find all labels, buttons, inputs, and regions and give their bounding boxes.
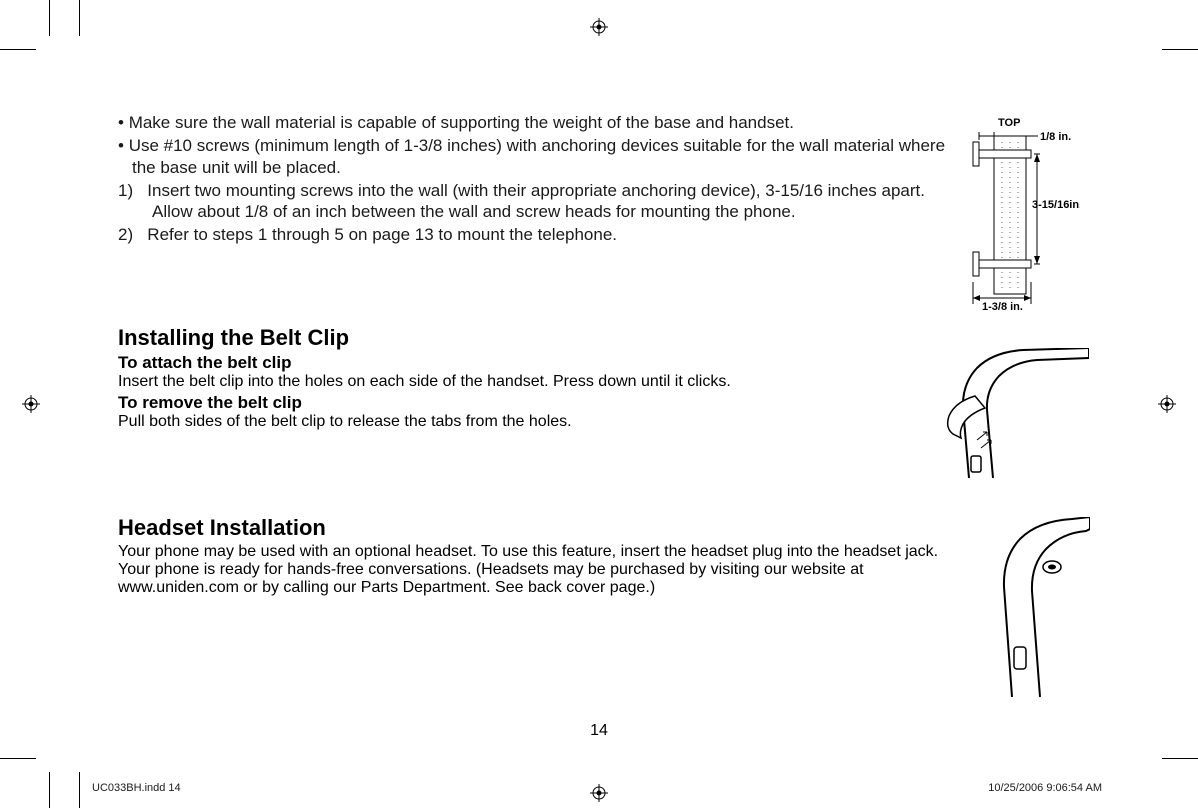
- step-text: Insert two mounting screws into the wall…: [147, 181, 925, 221]
- footer-filename: UC033BH.indd 14: [92, 782, 181, 794]
- headset-diagram: [994, 517, 1090, 697]
- bullet-item: Use #10 screws (minimum length of 1-3/8 …: [118, 135, 958, 178]
- document-page: Make sure the wall material is capable o…: [0, 0, 1198, 808]
- body-text: Your phone may be used with an optional …: [118, 543, 958, 597]
- crop-tick: [0, 758, 36, 759]
- diagram-label-top: TOP: [998, 117, 1020, 129]
- step-item: 1) Insert two mounting screws into the w…: [118, 180, 958, 223]
- footer-timestamp: 10/25/2006 9:06:54 AM: [988, 782, 1102, 794]
- step-number: 1): [118, 181, 133, 200]
- crop-tick: [49, 772, 50, 808]
- diagram-dim-length: 1-3/8 in.: [982, 301, 1023, 312]
- section-heading: Headset Installation: [118, 515, 958, 541]
- sub-heading: To remove the belt clip: [118, 393, 958, 413]
- wall-mount-diagram: TOP 1/8 in. 3-15/16in. 1-3/8 in.: [968, 112, 1080, 312]
- body-text: Insert the belt clip into the holes on e…: [118, 373, 958, 391]
- belt-clip-diagram: [933, 348, 1089, 480]
- section-heading: Installing the Belt Clip: [118, 325, 958, 351]
- bullet-item: Make sure the wall material is capable o…: [118, 112, 958, 133]
- step-text: Refer to steps 1 through 5 on page 13 to…: [147, 225, 617, 244]
- diagram-dim-gap: 1/8 in.: [1040, 131, 1071, 143]
- print-footer: UC033BH.indd 14 10/25/2006 9:06:54 AM: [92, 782, 1102, 794]
- crop-tick: [0, 49, 36, 50]
- wall-mount-section: Make sure the wall material is capable o…: [118, 112, 958, 248]
- step-item: 2) Refer to steps 1 through 5 on page 13…: [118, 224, 958, 245]
- crop-tick: [79, 772, 80, 808]
- sub-heading: To attach the belt clip: [118, 353, 958, 373]
- crop-tick: [79, 0, 80, 36]
- page-number: 14: [0, 722, 1198, 740]
- headset-section: Headset Installation Your phone may be u…: [118, 515, 958, 597]
- registration-mark-icon: [1158, 395, 1176, 413]
- crop-tick: [1162, 49, 1198, 50]
- crop-tick: [1162, 758, 1198, 759]
- crop-tick: [49, 0, 50, 36]
- step-number: 2): [118, 225, 133, 244]
- diagram-dim-spacing: 3-15/16in.: [1032, 199, 1080, 211]
- registration-mark-icon: [22, 395, 40, 413]
- belt-clip-section: Installing the Belt Clip To attach the b…: [118, 325, 958, 431]
- registration-mark-icon: [590, 18, 608, 36]
- body-text: Pull both sides of the belt clip to rele…: [118, 413, 958, 431]
